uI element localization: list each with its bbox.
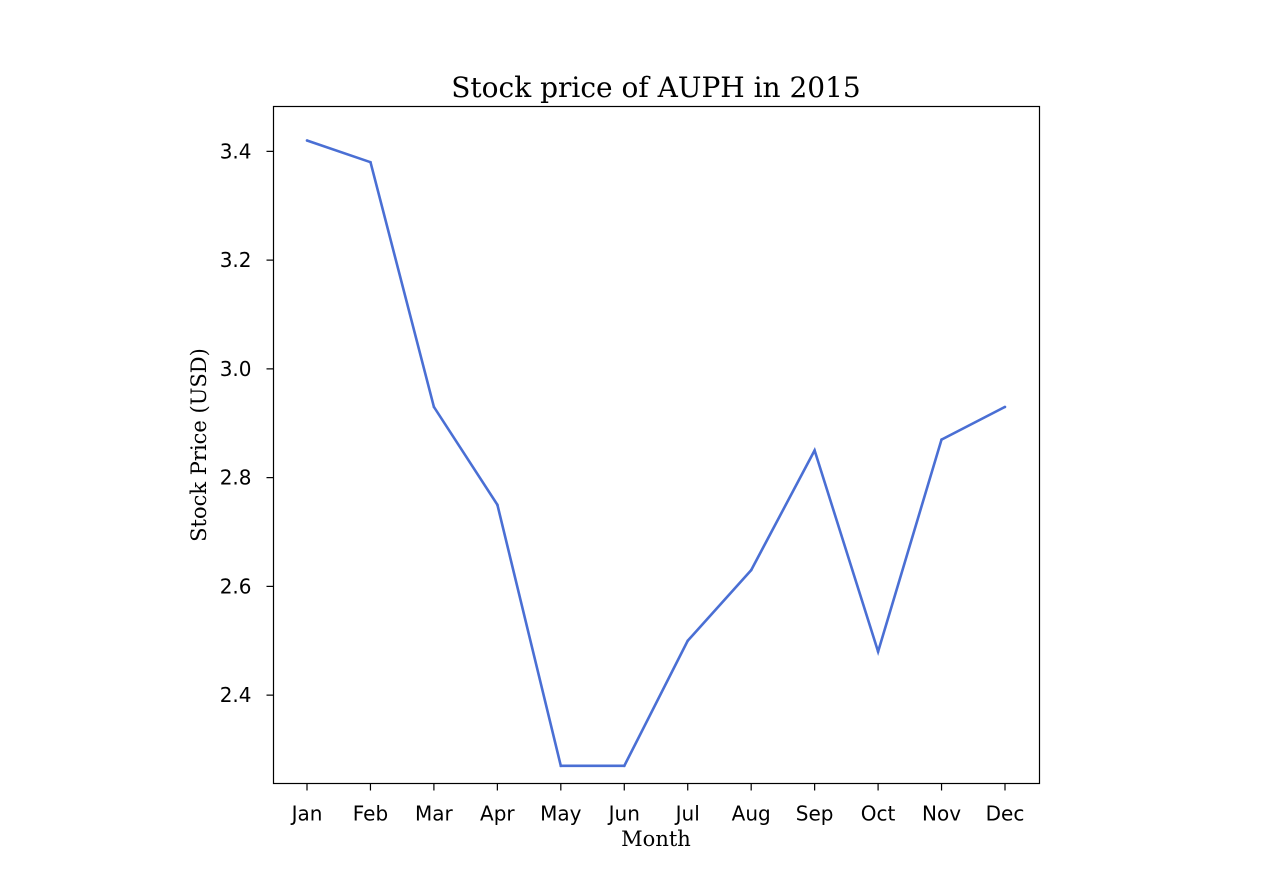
y-tick-label: 3.0 [220,357,252,381]
x-tick-label: Aug [732,802,771,826]
data-point [813,449,816,452]
x-tick-label: Jun [607,802,640,826]
data-point [559,764,563,768]
x-tick-label: Mar [415,802,454,826]
data-point [496,503,499,507]
y-tick-label: 2.8 [220,466,252,490]
x-tick-label: Apr [480,802,515,826]
y-axis: 2.4 2.6 2.8 3.0 3.2 3.4 [220,139,274,707]
x-tick-label: Dec [986,802,1025,826]
y-tick-label: 3.2 [220,248,252,272]
y-tick-label: 2.6 [220,574,252,598]
x-axis-label: Month [621,827,691,851]
y-tick-label: 2.4 [220,683,252,707]
plot-area [272,105,1041,785]
x-tick-label: May [540,802,582,826]
series-line [306,139,1006,768]
data-point [876,650,880,653]
data-point [940,438,943,441]
data-point [1003,405,1007,409]
x-tick-label: Nov [922,802,961,826]
series-layer [305,139,1007,768]
x-tick-label: Sep [796,802,834,826]
chart-title: Stock price of AUPH in 2015 [451,71,861,104]
data-point [432,405,436,409]
data-point [749,568,753,572]
data-point [686,639,690,643]
y-tick-label: 3.4 [220,139,252,163]
data-point [369,160,372,164]
x-tick-label: Jul [674,802,700,826]
x-tick-label: Jan [290,802,323,826]
data-point [622,764,626,768]
x-axis: Jan Feb Mar Apr May Jun Jul Aug Sep Oct Nov Dec [290,783,1025,826]
data-point [305,139,309,142]
x-tick-label: Feb [353,802,388,826]
x-tick-label: Oct [861,802,896,826]
y-axis-label: Stock Price (USD) [187,348,211,542]
